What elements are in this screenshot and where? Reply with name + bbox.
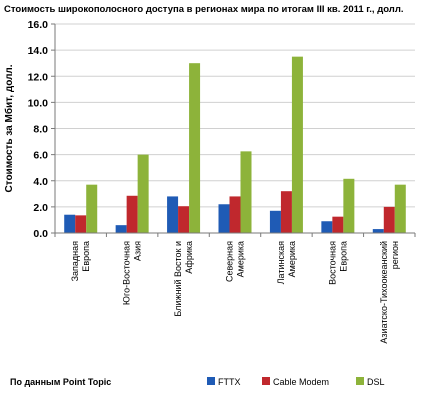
x-tick-label: СевернаяАмерика [225, 241, 246, 282]
x-tick-label-line: Северная [225, 241, 235, 282]
chart-bars [64, 56, 406, 233]
x-tick-label-text: ЛатинскаяАмерика [276, 241, 297, 284]
bar-cable-modem [178, 206, 190, 233]
x-tick-label-line: Европа [338, 241, 348, 272]
bar-fttx [115, 225, 127, 233]
x-tick-label-line: Америка [287, 241, 297, 277]
x-tick-label: Ближний Восток иАфрика [173, 241, 194, 317]
legend-label: Cable Modem [273, 377, 329, 387]
bar-dsl [86, 184, 98, 233]
x-tick-label-text: ВосточнаяЕвропа [327, 241, 348, 285]
x-tick-label-line: Европа [81, 241, 91, 272]
bar-fttx [218, 204, 230, 233]
legend-swatch [262, 377, 270, 385]
x-tick-label-line: Азия [133, 241, 143, 261]
bar-cable-modem [75, 215, 87, 233]
y-tick-label: 8.0 [33, 124, 48, 136]
bar-fttx [167, 196, 179, 233]
x-tick-label-text: СевернаяАмерика [225, 241, 246, 282]
x-tick-label-line: Латинская [276, 241, 286, 284]
x-tick-label-line: Восточная [327, 241, 337, 285]
y-tick-label: 14.0 [28, 45, 49, 57]
chart-axes [54, 24, 416, 237]
x-tick-label-text: ЗападнаяЕвропа [70, 241, 91, 282]
y-tick-label: 4.0 [33, 176, 48, 188]
x-tick-label-line: Западная [70, 241, 80, 282]
x-tick-label-line: регион [390, 241, 400, 269]
legend-swatch [207, 377, 215, 385]
x-tick-label-line: Америка [236, 241, 246, 277]
bar-cable-modem [332, 216, 344, 233]
x-tick-label: ЛатинскаяАмерика [276, 241, 297, 284]
bar-fttx [321, 221, 333, 233]
bar-fttx [269, 210, 281, 233]
legend-label: FTTX [218, 377, 241, 387]
x-tick-label-text: Юго-ВосточнаяАзия [122, 241, 143, 305]
y-axis-ticks: 0.0 2.0 4.0 6.0 8.0 10.0 12.0 14.0 16.0 [28, 19, 55, 240]
legend-label: DSL [367, 377, 385, 387]
bar-dsl [189, 63, 201, 233]
bar-dsl [394, 184, 406, 233]
y-tick-label: 6.0 [33, 150, 48, 162]
chart-title: Стоимость широкополосного доступа в реги… [4, 4, 404, 15]
bar-fttx [64, 214, 76, 233]
y-tick-label: 16.0 [28, 19, 49, 31]
bar-cable-modem [229, 196, 241, 233]
x-tick-label-line: Юго-Восточная [122, 241, 132, 305]
legend-swatch [356, 377, 364, 385]
y-tick-label: 2.0 [33, 202, 48, 214]
x-tick-label-text: Азиатско-Тихоокеанскийрегион [379, 241, 400, 344]
bar-dsl [343, 178, 355, 233]
bar-dsl [240, 151, 252, 233]
x-tick-label-line: Африка [184, 241, 194, 274]
bar-fttx [372, 229, 384, 233]
bar-dsl [291, 56, 303, 233]
x-tick-label: Азиатско-Тихоокеанскийрегион [379, 241, 400, 344]
chart-gridlines [55, 23, 415, 234]
bar-cable-modem [383, 206, 395, 233]
y-tick-label: 12.0 [28, 71, 49, 83]
x-tick-label-text: Ближний Восток иАфрика [173, 241, 194, 317]
source-note: По данным Point Topic [10, 377, 111, 387]
x-tick-label: ЗападнаяЕвропа [70, 241, 91, 282]
y-axis-label: Стоимость за Мбит, долл. [3, 64, 15, 192]
x-tick-label-line: Ближний Восток и [173, 241, 183, 317]
x-tick-label-line: Азиатско-Тихоокеанский [379, 241, 389, 344]
bar-cable-modem [280, 191, 292, 233]
y-tick-label: 10.0 [28, 97, 49, 109]
y-tick-label: 0.0 [33, 228, 48, 240]
x-tick-label: ВосточнаяЕвропа [327, 241, 348, 285]
legend: FTTX Cable Modem DSL [207, 377, 385, 387]
bar-dsl [137, 154, 149, 233]
x-tick-label: Юго-ВосточнаяАзия [122, 241, 143, 305]
x-axis-categories: ЗападнаяЕвропа Юго-ВосточнаяАзия Ближний В… [70, 241, 400, 344]
bar-cable-modem [126, 195, 138, 233]
